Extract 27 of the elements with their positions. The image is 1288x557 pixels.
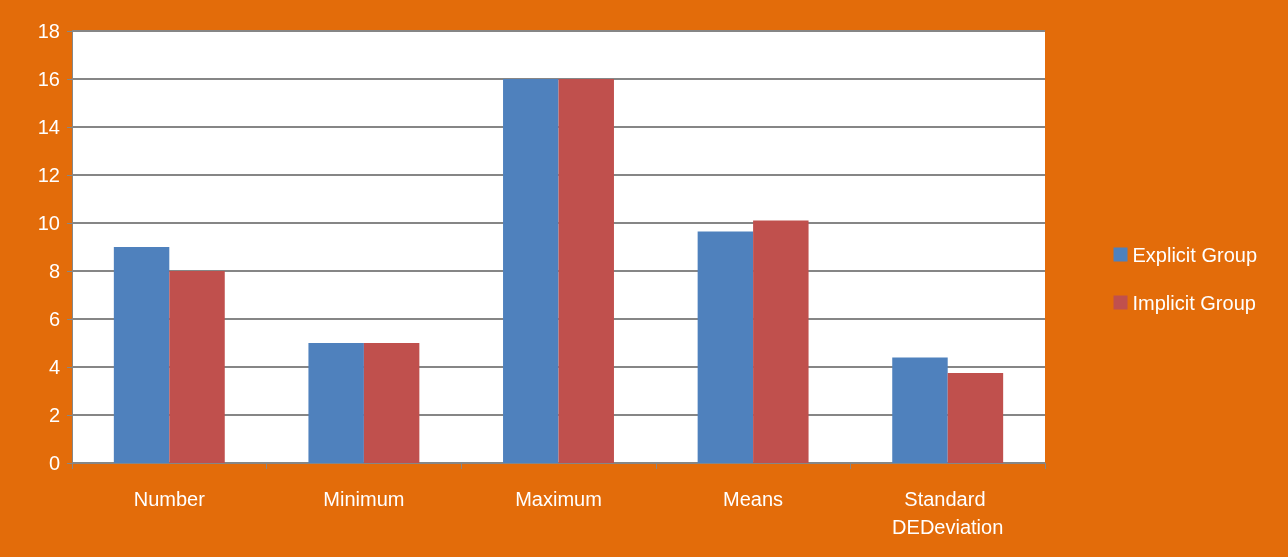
x-tick-label: Number: [133, 488, 206, 510]
y-tick-label: 16: [37, 68, 60, 90]
bar: [308, 343, 364, 463]
bar: [363, 343, 420, 463]
bar: [892, 357, 948, 463]
y-tick-label: 0: [48, 452, 60, 474]
y-tick-label: 4: [48, 356, 60, 378]
legend-label: Implicit Group: [1132, 291, 1256, 314]
x-tick-label: Standard DEDeviation: [892, 488, 1004, 538]
y-tick-label: 14: [37, 116, 60, 138]
x-tick-label: Maximum: [515, 488, 602, 510]
y-tick-label: 6: [48, 308, 60, 330]
bar: [113, 247, 170, 463]
y-tick-label: 18: [37, 20, 60, 42]
bar: [558, 79, 614, 463]
legend-label: Explicit Group: [1132, 243, 1258, 266]
bar: [753, 220, 809, 463]
bar: [503, 79, 559, 463]
bar: [697, 231, 754, 463]
x-tick-label: Minimum: [323, 488, 405, 510]
y-tick-label: 8: [48, 260, 60, 282]
x-tick-label: Means: [723, 488, 784, 510]
y-tick-label: 12: [37, 164, 60, 186]
bar: [169, 271, 225, 463]
y-tick-label: 10: [37, 212, 60, 234]
bar: [947, 373, 1004, 463]
y-tick-label: 2: [48, 404, 60, 426]
